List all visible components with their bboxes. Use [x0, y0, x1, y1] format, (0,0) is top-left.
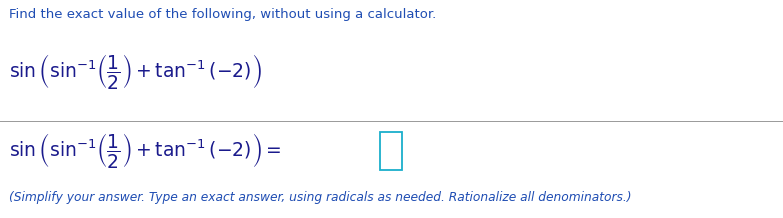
Text: Find the exact value of the following, without using a calculator.: Find the exact value of the following, w…: [9, 8, 437, 21]
Text: $\sin\left(\sin^{-1}\!\left(\dfrac{1}{2}\right)+\tan^{-1}(-2)\right)=$: $\sin\left(\sin^{-1}\!\left(\dfrac{1}{2}…: [9, 131, 282, 170]
Text: $\sin\left(\sin^{-1}\!\left(\dfrac{1}{2}\right)+\tan^{-1}(-2)\right)$: $\sin\left(\sin^{-1}\!\left(\dfrac{1}{2}…: [9, 52, 262, 91]
Text: (Simplify your answer. Type an exact answer, using radicals as needed. Rationali: (Simplify your answer. Type an exact ans…: [9, 191, 632, 204]
Bar: [380, 132, 402, 170]
